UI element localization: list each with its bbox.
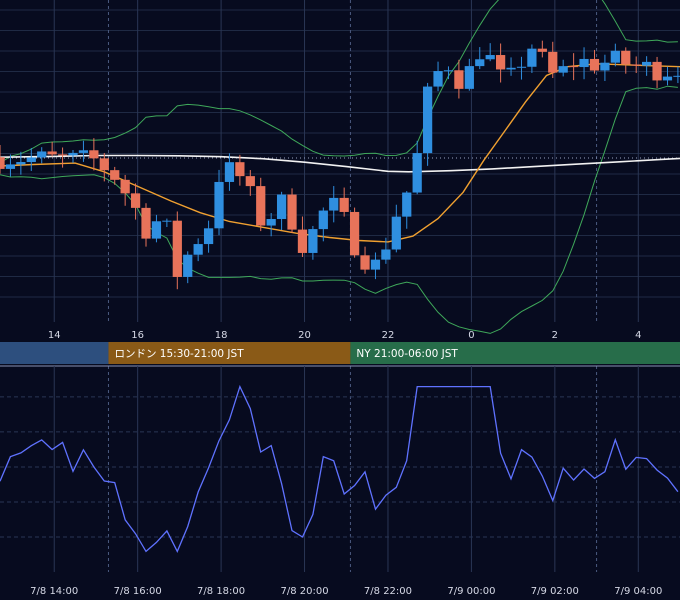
candle-body bbox=[172, 220, 182, 277]
candle-body bbox=[224, 162, 235, 182]
x-tick-label: 20 bbox=[298, 330, 311, 341]
candle-body bbox=[579, 58, 589, 68]
x-tick-label: 0 bbox=[468, 330, 474, 341]
candle-body bbox=[276, 194, 287, 220]
x-tick-label: 7/8 14:00 bbox=[30, 586, 78, 597]
candle-body bbox=[412, 153, 422, 193]
candle-body bbox=[443, 70, 454, 72]
x-tick-label: 7/9 02:00 bbox=[531, 586, 579, 597]
candle-body bbox=[506, 67, 516, 70]
candle-body bbox=[141, 207, 151, 239]
candle-body bbox=[349, 211, 360, 256]
candle-body bbox=[308, 229, 318, 253]
oscillator-line bbox=[0, 384, 679, 553]
candle-body bbox=[245, 176, 255, 187]
candle-body bbox=[610, 50, 620, 63]
candle-body bbox=[162, 220, 172, 222]
candle-body bbox=[464, 66, 474, 89]
candle-body bbox=[57, 154, 68, 156]
candle-body bbox=[266, 219, 276, 226]
candle-body bbox=[339, 197, 349, 212]
x-tick-label: 7/8 18:00 bbox=[197, 586, 245, 597]
candle-body bbox=[495, 55, 506, 70]
x-tick-label: 2 bbox=[552, 330, 558, 341]
candle-body bbox=[151, 221, 162, 239]
candle-body bbox=[631, 64, 641, 66]
x-tick-label: 14 bbox=[48, 330, 61, 341]
x-tick-label: 22 bbox=[382, 330, 395, 341]
candle-body bbox=[256, 186, 266, 226]
candle-body bbox=[662, 76, 673, 81]
candle-body bbox=[391, 216, 401, 250]
candle-body bbox=[78, 150, 89, 153]
candle-body bbox=[183, 254, 193, 277]
bollinger-lower bbox=[0, 85, 678, 334]
x-tick-label: 7/9 04:00 bbox=[614, 586, 662, 597]
candle-body bbox=[47, 151, 57, 155]
candle-body bbox=[360, 255, 370, 270]
candle-body bbox=[537, 48, 547, 52]
candle-body bbox=[287, 194, 297, 230]
candle-body bbox=[193, 244, 203, 255]
candle-body bbox=[433, 71, 443, 87]
session-label: ロンドン 15:30-21:00 JST bbox=[114, 348, 244, 360]
ma-long-line bbox=[0, 154, 680, 173]
candle-body bbox=[652, 61, 662, 81]
candle-body bbox=[673, 75, 680, 77]
candle-body bbox=[527, 48, 537, 67]
candle-body bbox=[422, 86, 433, 154]
candle-body bbox=[0, 157, 5, 169]
candle-body bbox=[26, 157, 36, 163]
candle-body bbox=[569, 66, 579, 68]
candle-body bbox=[16, 162, 26, 165]
x-tick-label: 7/8 20:00 bbox=[280, 586, 328, 597]
candle-body bbox=[214, 181, 224, 229]
candle-body bbox=[130, 193, 141, 208]
candle-body bbox=[318, 210, 328, 230]
x-tick-label: 18 bbox=[215, 330, 228, 341]
candle-body bbox=[558, 66, 568, 73]
ma-short-line bbox=[0, 63, 680, 243]
candle-body bbox=[548, 51, 558, 73]
candle-body bbox=[516, 66, 527, 68]
session-band bbox=[350, 342, 680, 364]
x-tick-label: 7/9 00:00 bbox=[447, 586, 495, 597]
bollinger-upper bbox=[0, 0, 678, 164]
candle-body bbox=[475, 59, 485, 67]
candle-body bbox=[235, 162, 245, 177]
candle-body bbox=[485, 55, 495, 60]
candle-body bbox=[110, 170, 120, 180]
x-tick-label: 7/8 22:00 bbox=[364, 586, 412, 597]
candle-body bbox=[68, 152, 78, 156]
candle-body bbox=[600, 62, 610, 71]
candle-body bbox=[203, 228, 214, 245]
candle-body bbox=[381, 249, 391, 260]
session-band bbox=[108, 342, 351, 364]
candle-body bbox=[642, 61, 652, 66]
candle-body bbox=[589, 58, 600, 71]
candle-body bbox=[5, 164, 16, 169]
x-tick-label: 4 bbox=[635, 330, 641, 341]
candle-body bbox=[120, 179, 130, 194]
candle-body bbox=[370, 259, 381, 270]
candle-body bbox=[89, 150, 99, 159]
session-label: NY 21:00-06:00 JST bbox=[356, 348, 458, 360]
candle-body bbox=[37, 151, 47, 158]
candle-body bbox=[297, 229, 308, 253]
candle-body bbox=[621, 50, 631, 65]
session-band bbox=[0, 342, 109, 364]
candle-body bbox=[99, 158, 109, 171]
candle-body bbox=[329, 197, 339, 211]
x-tick-label: 7/8 16:00 bbox=[114, 586, 162, 597]
candle-body bbox=[402, 192, 412, 217]
x-tick-label: 16 bbox=[131, 330, 144, 341]
candle-body bbox=[454, 70, 464, 89]
